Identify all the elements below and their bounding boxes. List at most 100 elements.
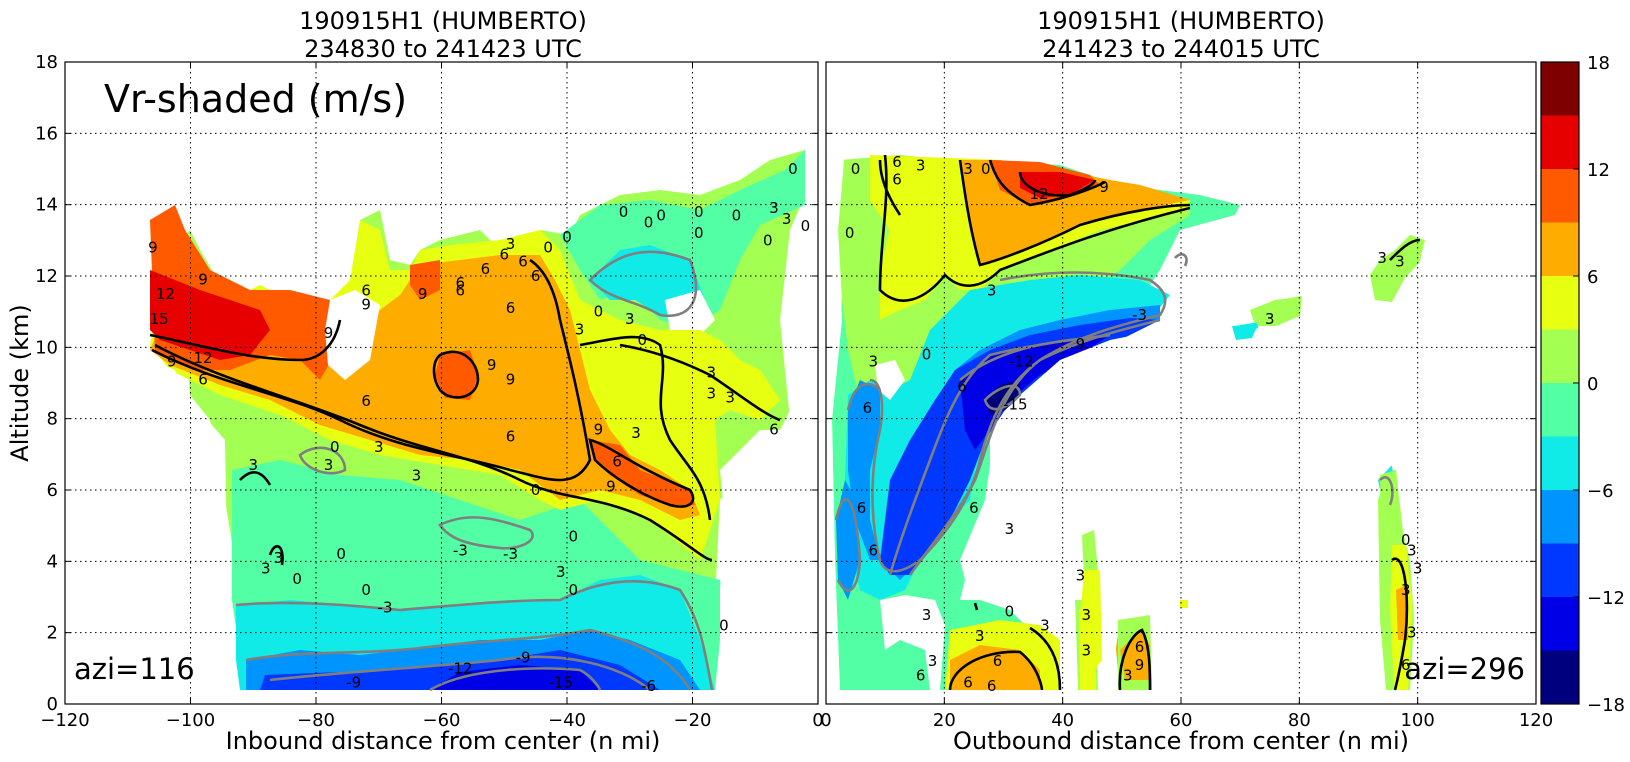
right-contour-6-low [948,650,1044,691]
contour-label: 6 [863,399,873,417]
right-gap-west [826,150,845,690]
contour-label: 3 [1395,253,1405,271]
right-contour-3 [878,154,1191,302]
contour-label: 3 [1407,542,1417,560]
contour-label: 6 [892,171,902,189]
contour-label: 3 [625,310,635,328]
contour-label: 3 [1082,606,1092,624]
y-tick-label: 12 [35,266,58,287]
contour-label: 6 [506,428,516,446]
y-tick-label: 14 [35,195,58,216]
right-gap-mid [960,280,1536,690]
right-title-line2: 241423 to 244015 UTC [1042,35,1320,63]
right-cell-d [1082,530,1098,580]
contour-label: -3 [453,542,468,560]
left-contour-9-east [588,438,695,508]
x-tick-label: 40 [1051,710,1074,731]
left-title-line1: 190915H1 (HUMBERTO) [299,7,587,35]
contour-label: 6 [456,274,466,292]
contour-label: 9 [594,420,604,438]
y-tick-label: 4 [47,551,58,572]
contour-label: 0 [644,214,654,232]
colorbar-tick-label: −12 [1587,588,1625,609]
contour-label: 0 [801,217,811,235]
contour-label: 6 [518,253,528,271]
left-xlabel: Inbound distance from center (n mi) [226,727,661,755]
x-tick-label: 100 [1400,710,1434,731]
left-contour-neg6 [245,628,692,691]
y-tick-label: 2 [47,623,58,644]
left-contour-neg3-w [298,446,347,475]
contour-label: 3 [928,652,938,670]
right-title-line1: 190915H1 (HUMBERTO) [1037,7,1325,35]
contour-label: 0 [562,228,572,246]
contour-label: -6 [641,677,656,695]
y-tick-label: 8 [47,409,58,430]
contour-label: 0 [719,617,729,635]
left-contour-0-west [239,471,272,486]
contour-label: 3 [324,456,334,474]
colorbar: −18 −12 −6 0 6 12 18 [1540,53,1625,716]
contour-label: 6 [481,260,491,278]
left-gap-upper [665,290,715,340]
right-contour-12 [1018,171,1097,197]
right-cell-f-orange [1120,630,1150,680]
right-contour-neg12 [959,333,1111,381]
contour-label: 3 [987,281,997,299]
contour-label: 0 [851,160,861,178]
x-tick-label: −40 [548,710,586,731]
contour-label: 6 [969,499,979,517]
colorbar-segment [1541,62,1579,116]
contour-label: 6 [506,299,516,317]
contour-label: 3 [963,160,973,178]
contour-label: 3 [869,353,879,371]
contour-label: 3 [374,438,384,456]
left-panel: 190915H1 (HUMBERTO) 234830 to 241423 UTC [6,7,824,755]
x-tick-label: 20 [933,710,956,731]
contour-label: -3 [1132,306,1147,324]
contour-label: 9 [361,296,371,314]
right-contour-neg15 [983,384,1022,411]
colorbar-tick-label: 12 [1587,160,1610,181]
contour-label: 6 [957,378,967,396]
contour-label: 0 [638,331,648,349]
left-contour-6 [151,258,592,482]
left-contour-neg3-upper [588,250,698,318]
left-gap-bottom [190,400,240,690]
right-contours-positive [878,154,1421,691]
contour-label: 9 [487,356,497,374]
colorbar-tick-label: 18 [1587,53,1610,74]
right-contours-negative [834,253,1394,592]
contour-label: 6 [1401,656,1411,674]
x-tick-label: −120 [40,710,89,731]
contour-label: 9 [506,370,516,388]
y-tick-label: 0 [47,694,58,715]
contour-label: 3 [769,199,779,217]
right-gap-top [826,62,1536,300]
contour-label: 9 [418,285,428,303]
contour-label: -3 [503,545,518,563]
right-contour-neg3-lowleft [834,497,862,592]
contour-label: 3 [506,235,516,253]
contour-label: 6 [456,281,466,299]
left-contour-9-blob [432,350,480,399]
y-tick-label: 16 [35,123,58,144]
x-tick-label: 0 [812,710,823,731]
colorbar-segment [1541,383,1579,437]
contour-label: 6 [892,153,902,171]
right-echo-ur [1372,236,1424,302]
x-tick-label: −60 [423,710,461,731]
left-contour-0-sw [268,544,284,566]
contour-label: 0 [1005,602,1015,620]
right-echo-mr [1255,296,1302,326]
contour-label: 15 [150,310,169,328]
contour-label: 0 [361,581,371,599]
colorbar-segment [1541,597,1579,651]
contour-label: 0 [694,203,704,221]
contour-label: 6 [361,281,371,299]
contour-label: 3 [725,388,735,406]
contour-label: 6 [993,652,1003,670]
right-gap-lowgap [880,595,945,690]
contour-label: 0 [656,206,666,224]
colorbar-segment [1541,169,1579,223]
